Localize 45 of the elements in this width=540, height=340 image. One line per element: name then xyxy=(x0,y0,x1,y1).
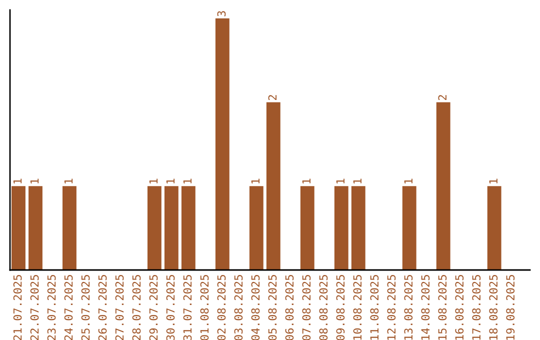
x-tick-label: 17.08.2025 xyxy=(472,275,481,340)
x-tick-label: 28.07.2025 xyxy=(132,275,141,340)
x-tick-label: 30.07.2025 xyxy=(166,275,175,340)
data-label: 1 xyxy=(30,178,39,184)
x-tick-label: 10.08.2025 xyxy=(353,275,362,340)
x-tick-label: 13.08.2025 xyxy=(404,275,413,340)
data-label: 2 xyxy=(268,95,276,100)
data-label: 1 xyxy=(302,178,310,184)
x-tick-label: 31.07.2025 xyxy=(183,275,192,340)
data-label: 1 xyxy=(489,178,498,184)
data-label: 1 xyxy=(166,178,175,184)
data-label: 1 xyxy=(251,178,260,184)
x-tick-label: 23.07.2025 xyxy=(47,275,56,340)
x-tick-label: 05.08.2025 xyxy=(268,275,277,340)
data-label: 1 xyxy=(183,178,192,184)
data-label: 1 xyxy=(64,178,73,184)
x-tick-label: 22.07.2025 xyxy=(30,275,39,340)
x-tick-label: 27.07.2025 xyxy=(115,275,124,340)
x-tick-label: 12.08.2025 xyxy=(387,275,396,340)
x-tick-label: 03.08.2025 xyxy=(234,275,243,340)
x-tick-label: 15.08.2025 xyxy=(438,275,447,340)
data-label: 2 xyxy=(438,95,446,100)
x-tick-label: 06.08.2025 xyxy=(285,275,294,340)
x-tick-label: 14.08.2025 xyxy=(421,275,430,340)
data-label: 3 xyxy=(217,11,226,16)
x-tick-label: 29.07.2025 xyxy=(149,275,158,340)
x-tick-label: 21.07.2025 xyxy=(13,275,22,340)
x-tick-label: 25.07.2025 xyxy=(81,275,90,340)
x-tick-label: 07.08.2025 xyxy=(302,275,311,340)
data-label: 1 xyxy=(336,178,344,184)
x-tick-label: 09.08.2025 xyxy=(336,275,345,340)
x-tick-label: 19.08.2025 xyxy=(506,275,515,340)
x-tick-label: 16.08.2025 xyxy=(455,275,464,340)
x-tick-label: 02.08.2025 xyxy=(217,275,226,340)
x-tick-label: 08.08.2025 xyxy=(319,275,328,340)
x-tick-label: 24.07.2025 xyxy=(64,275,73,340)
x-tick-label: 01.08.2025 xyxy=(200,275,209,340)
x-tick-label: 11.08.2025 xyxy=(370,275,379,340)
data-label: 1 xyxy=(404,178,412,184)
data-label: 1 xyxy=(13,178,22,184)
x-tick-label: 26.07.2025 xyxy=(98,275,107,340)
x-tick-label: 04.08.2025 xyxy=(251,275,260,340)
x-tick-label: 18.08.2025 xyxy=(489,275,498,340)
data-label: 1 xyxy=(353,178,362,184)
data-label: 1 xyxy=(149,178,158,184)
